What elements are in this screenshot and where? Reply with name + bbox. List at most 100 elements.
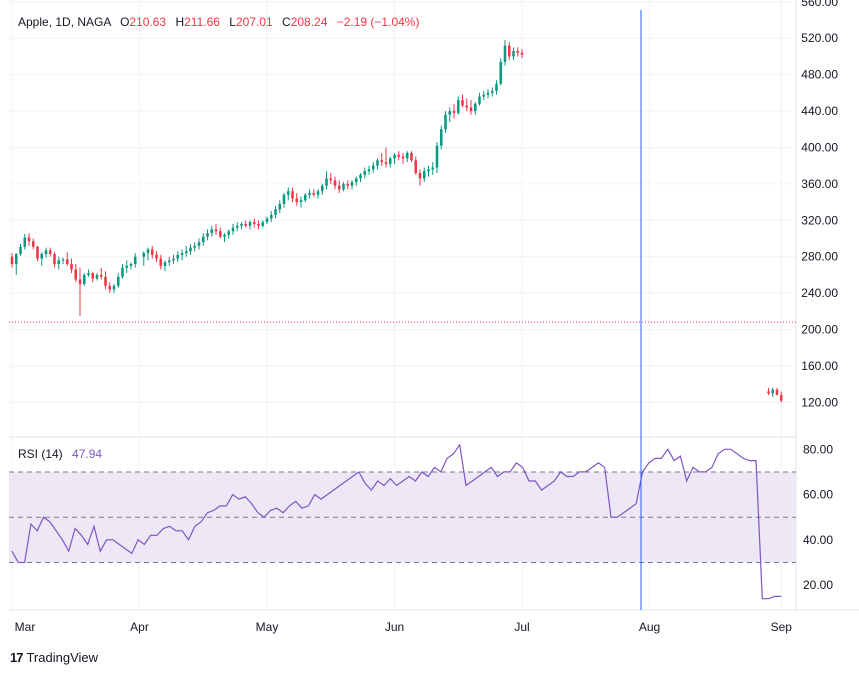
rsi-line: [11, 443, 782, 600]
rsi-tick-label: 40.00: [803, 533, 833, 547]
candle-body: [363, 171, 367, 175]
candle-body: [129, 264, 133, 266]
candle-body: [320, 185, 324, 192]
candle-body: [57, 260, 61, 265]
candle-body: [376, 160, 379, 166]
rsi-band: [9, 471, 796, 563]
price-tick-label: 560.00: [801, 0, 838, 9]
candle-body: [329, 178, 333, 181]
candle-body: [27, 237, 31, 242]
candle-body: [70, 264, 73, 270]
symbol-label[interactable]: Apple, 1D, NAGA: [18, 15, 111, 29]
candle-body: [495, 83, 498, 92]
candle-body: [48, 250, 52, 255]
candle-body: [439, 129, 443, 146]
time-tick-label: Jun: [385, 620, 404, 634]
candle-body: [520, 52, 524, 55]
high-label: H: [175, 15, 185, 29]
candle-body: [116, 276, 120, 286]
candle-body: [478, 96, 481, 104]
candle-body: [214, 229, 218, 232]
price-tick-label: 320.00: [801, 213, 838, 227]
candle-body: [490, 91, 494, 93]
price-axis[interactable]: 560.00 520.00 480.00 440.00 400.00 360.00 320.…: [801, 0, 838, 409]
candle-body: [486, 92, 490, 95]
candle-body: [312, 193, 316, 195]
candle-body: [31, 241, 35, 247]
candle-body: [112, 285, 116, 290]
time-tick-label: Aug: [639, 620, 660, 634]
tradingview-brand[interactable]: 17 TradingView: [10, 650, 98, 665]
candle-body: [388, 158, 392, 164]
candle-body: [295, 198, 299, 203]
candle-body: [150, 249, 154, 255]
candle-body: [342, 183, 345, 190]
rsi-tick-label: 60.00: [803, 488, 833, 502]
candle-body: [282, 194, 286, 204]
rsi-tick-label: 20.00: [803, 578, 833, 592]
candle-body: [210, 229, 214, 234]
tradingview-logo-icon: 17: [10, 650, 24, 665]
price-tick-label: 400.00: [801, 140, 838, 154]
candle-body: [197, 242, 201, 246]
candle-body: [235, 225, 239, 228]
candle-body: [74, 269, 78, 280]
candle-body: [444, 114, 447, 130]
candle-body: [231, 227, 235, 232]
price-tick-label: 240.00: [801, 286, 838, 300]
candle-body: [172, 258, 175, 261]
candle-body: [359, 174, 362, 179]
candle-body: [99, 274, 103, 277]
candle-body: [252, 222, 256, 224]
rsi-value: 47.94: [72, 447, 103, 461]
rsi-tick-label: 80.00: [803, 442, 833, 456]
candle-body: [308, 193, 311, 195]
candle-body: [167, 260, 171, 263]
price-tick-label: 520.00: [801, 31, 838, 45]
candle-body: [244, 223, 248, 226]
price-tick-label: 120.00: [801, 395, 838, 409]
candle-body: [469, 107, 473, 112]
rsi-name[interactable]: RSI (14): [18, 447, 63, 461]
candle-body: [779, 395, 783, 401]
candle-body: [427, 169, 430, 172]
candle-body: [286, 191, 290, 195]
candle-body: [206, 233, 209, 237]
candle-body: [456, 100, 460, 113]
candle-body: [461, 100, 464, 106]
low-label: L: [229, 15, 236, 29]
time-axis[interactable]: Mar Apr May Jun Jul Aug Sep: [15, 620, 793, 634]
candles[interactable]: [10, 40, 783, 403]
ohlc-legend: Apple, 1D, NAGA O210.63 H211.66 L207.01 …: [18, 15, 419, 29]
candle-body: [163, 262, 167, 266]
candle-body: [14, 254, 18, 265]
rsi-legend: RSI (14) 47.94: [18, 447, 102, 461]
candle-body: [767, 391, 770, 394]
open-label: O: [120, 15, 130, 29]
candle-body: [265, 218, 269, 223]
candle-body: [227, 231, 231, 235]
candle-body: [278, 203, 282, 210]
candle-body: [125, 265, 129, 268]
candle-body: [393, 154, 396, 159]
time-tick-label: Mar: [15, 620, 36, 634]
price-tick-label: 160.00: [801, 359, 838, 373]
candle-body: [78, 279, 82, 285]
rsi-axis[interactable]: 80.00 60.00 40.00 20.00: [803, 442, 833, 592]
candle-body: [155, 254, 158, 259]
candle-body: [44, 250, 48, 255]
candle-body: [299, 200, 303, 203]
candle-body: [189, 247, 192, 252]
candle-body: [405, 152, 409, 159]
candle-body: [384, 162, 388, 164]
time-tick-label: Sep: [771, 620, 793, 634]
candle-body: [465, 105, 469, 108]
candle-body: [248, 222, 252, 226]
candle-body: [333, 180, 337, 186]
candle-body: [23, 237, 27, 247]
time-tick-label: Jul: [514, 620, 529, 634]
open-value: 210.63: [129, 15, 167, 29]
candle-body: [223, 234, 226, 237]
rsi-series: [11, 443, 782, 600]
